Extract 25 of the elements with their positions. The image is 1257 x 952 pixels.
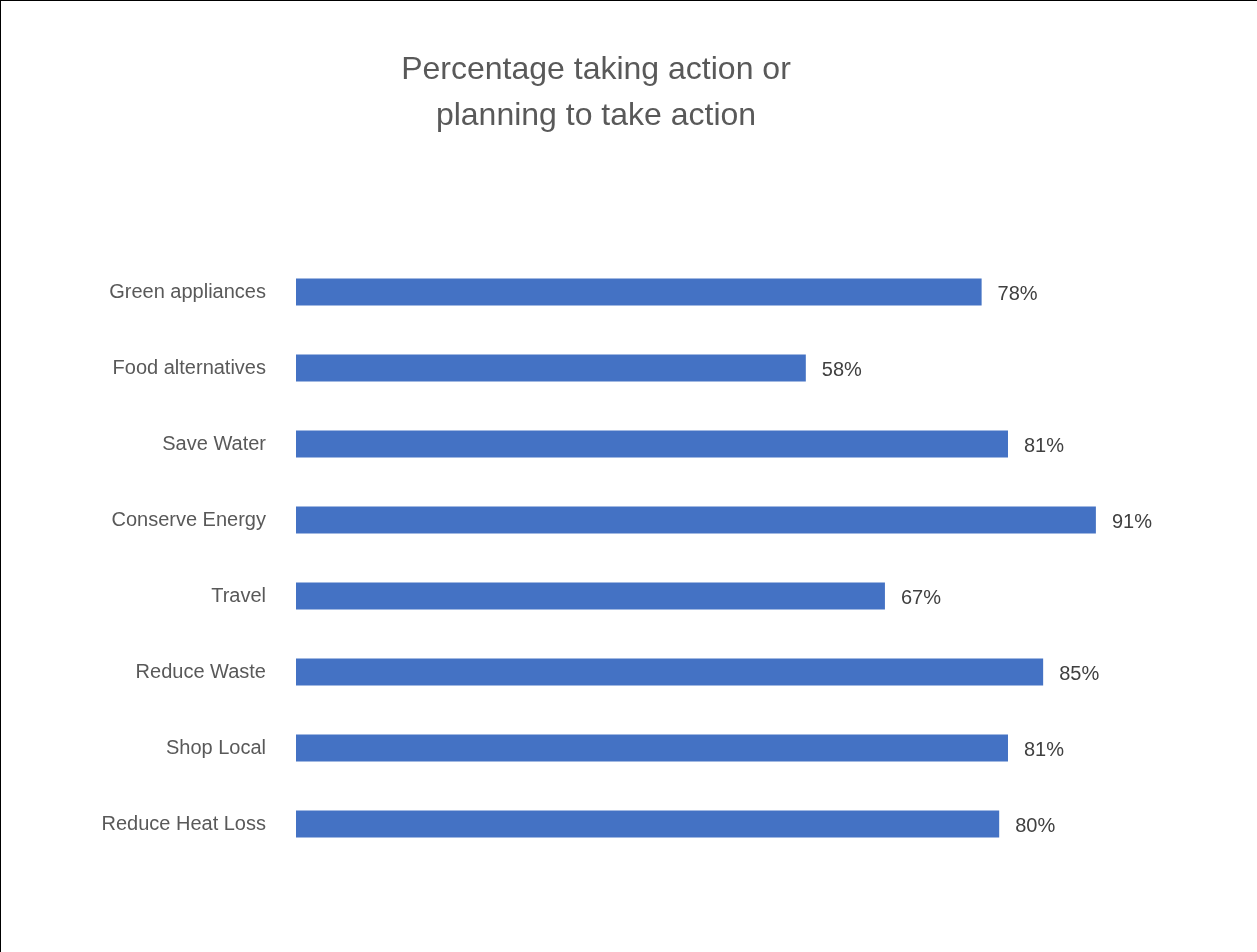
data-label: 78% bbox=[997, 281, 1038, 304]
y-tick-label: Conserve Energy bbox=[111, 507, 266, 530]
bar bbox=[296, 354, 806, 382]
y-tick-label: Food alternatives bbox=[112, 355, 266, 378]
bar bbox=[296, 658, 1044, 686]
data-label: 58% bbox=[821, 357, 863, 380]
y-tick-label: Travel bbox=[211, 583, 266, 606]
y-tick-label: Green appliances bbox=[109, 279, 266, 302]
y-tick-label: Save Water bbox=[162, 431, 267, 454]
bar bbox=[296, 734, 1008, 762]
y-tick-label: Reduce Waste bbox=[135, 659, 266, 682]
data-label: 81% bbox=[1023, 737, 1065, 760]
data-label: 67% bbox=[900, 585, 942, 608]
data-label: 85% bbox=[1059, 661, 1100, 684]
y-tick-label: Reduce Heat Loss bbox=[101, 811, 266, 834]
bar bbox=[296, 810, 1000, 838]
chart-title: Percentage taking action or planning to take action bbox=[400, 49, 792, 134]
data-label: 81% bbox=[1023, 433, 1065, 456]
data-label: 91% bbox=[1111, 509, 1153, 532]
bar bbox=[296, 278, 982, 306]
bar bbox=[296, 430, 1008, 458]
bar bbox=[296, 506, 1096, 534]
bar bbox=[296, 582, 885, 610]
y-tick-label: Shop Local bbox=[165, 735, 266, 758]
data-label: 80% bbox=[1015, 813, 1056, 836]
